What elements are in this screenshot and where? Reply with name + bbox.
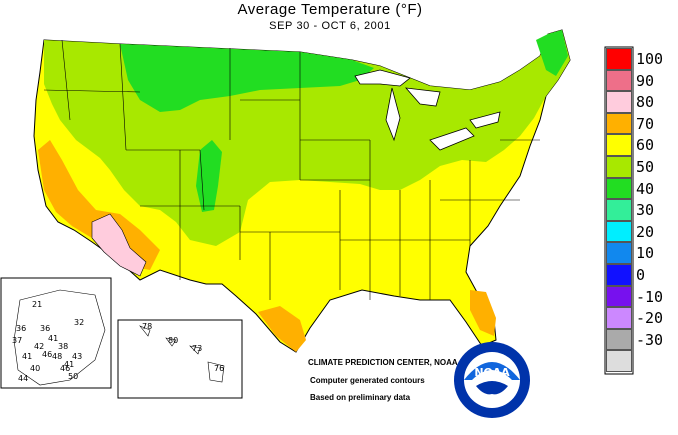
alaska-value: 37 — [12, 336, 23, 345]
alaska-value: 38 — [58, 342, 69, 351]
legend-swatch — [606, 307, 632, 329]
hawaii-inset — [117, 319, 243, 399]
map-title: Average Temperature (°F) — [237, 1, 423, 18]
legend-row: 80 — [606, 91, 676, 113]
legend-label: -20 — [636, 309, 664, 328]
credit-line-2: Based on preliminary data — [310, 393, 411, 402]
alaska-value: 21 — [32, 300, 43, 309]
alaska-value: 48 — [52, 352, 63, 361]
legend-swatch — [606, 112, 632, 135]
legend-label: 60 — [636, 136, 655, 155]
zone-40s-north — [120, 44, 374, 112]
credit-line-1: Computer generated contours — [310, 376, 425, 385]
legend-swatch — [606, 285, 632, 308]
legend-swatch — [606, 263, 632, 286]
zone-40s-rockies — [196, 140, 222, 212]
legend-row: 90 — [606, 69, 676, 92]
legend: 100 90 80 70 60 50 40 30 20 10 0 -10 -20 -30 — [606, 48, 676, 372]
zone-80s-southwest — [91, 213, 147, 277]
legend-swatch — [606, 328, 632, 351]
legend-swatch — [606, 134, 632, 156]
date-range: SEP 30 - OCT 6, 2001 — [269, 20, 391, 32]
credit-center: CLIMATE PREDICTION CENTER, NOAA — [308, 358, 458, 367]
noaa-logo: NOAA — [454, 342, 530, 418]
legend-label: -10 — [636, 287, 664, 306]
zone-70s-west — [38, 140, 160, 270]
legend-row: 0 — [606, 263, 676, 286]
legend-swatch — [606, 48, 632, 70]
legend-row: -30 — [606, 328, 676, 351]
legend-row: -20 — [606, 307, 676, 329]
legend-swatch — [606, 177, 632, 200]
alaska-value: 50 — [68, 372, 79, 381]
alaska-value: 40 — [30, 364, 41, 373]
legend-label: 40 — [636, 179, 655, 198]
zone-70s-texas — [258, 306, 306, 352]
alaska-value: 46 — [60, 364, 71, 373]
legend-label: 20 — [636, 222, 655, 241]
hawaii-value: 80 — [168, 336, 179, 345]
legend-label: 100 — [636, 50, 664, 68]
hawaii-value: 78 — [142, 322, 153, 331]
alaska-value: 32 — [74, 318, 85, 327]
hawaii-value: 73 — [192, 344, 203, 353]
alaska-value: 42 — [34, 342, 45, 351]
legend-label: 30 — [636, 201, 655, 220]
hawaii-value: 76 — [214, 364, 225, 373]
alaska-value: 41 — [48, 334, 59, 343]
legend-row: 60 — [606, 134, 676, 156]
legend-row: 40 — [606, 177, 676, 200]
legend-label: 80 — [636, 93, 655, 112]
legend-row: -10 — [606, 285, 676, 308]
legend-row: 50 — [606, 155, 676, 178]
alaska-value: 43 — [72, 352, 83, 361]
alaska-value: 46 — [42, 350, 53, 359]
legend-label: -30 — [636, 330, 664, 349]
legend-swatch — [606, 242, 632, 264]
legend-swatch — [606, 220, 632, 243]
legend-row: 70 — [606, 112, 676, 135]
legend-swatch — [606, 69, 632, 92]
alaska-value: 36 — [40, 324, 51, 333]
legend-label: 90 — [636, 71, 655, 90]
alaska-value: 36 — [16, 324, 27, 333]
great-lakes — [354, 69, 501, 151]
legend-label: 0 — [636, 265, 646, 284]
state-borders — [43, 39, 540, 300]
zone-40s-ne — [536, 30, 568, 76]
noaa-logo-text: NOAA — [474, 366, 510, 379]
legend-label: 50 — [636, 157, 655, 176]
legend-swatch — [606, 199, 632, 221]
zone-70s-florida — [470, 290, 496, 336]
alaska-value: 44 — [18, 374, 29, 383]
legend-swatch — [606, 91, 632, 113]
legend-label: 10 — [636, 244, 655, 263]
legend-row: 10 — [606, 242, 676, 264]
legend-label: 70 — [636, 114, 655, 133]
legend-swatch — [606, 350, 632, 372]
legend-row: 100 — [606, 48, 676, 70]
alaska-value: 41 — [22, 352, 33, 361]
alaska-value: 41 — [64, 360, 75, 369]
legend-swatch — [606, 155, 632, 178]
legend-row: 30 — [606, 199, 676, 221]
legend-row — [606, 350, 676, 372]
legend-row: 20 — [606, 220, 676, 243]
